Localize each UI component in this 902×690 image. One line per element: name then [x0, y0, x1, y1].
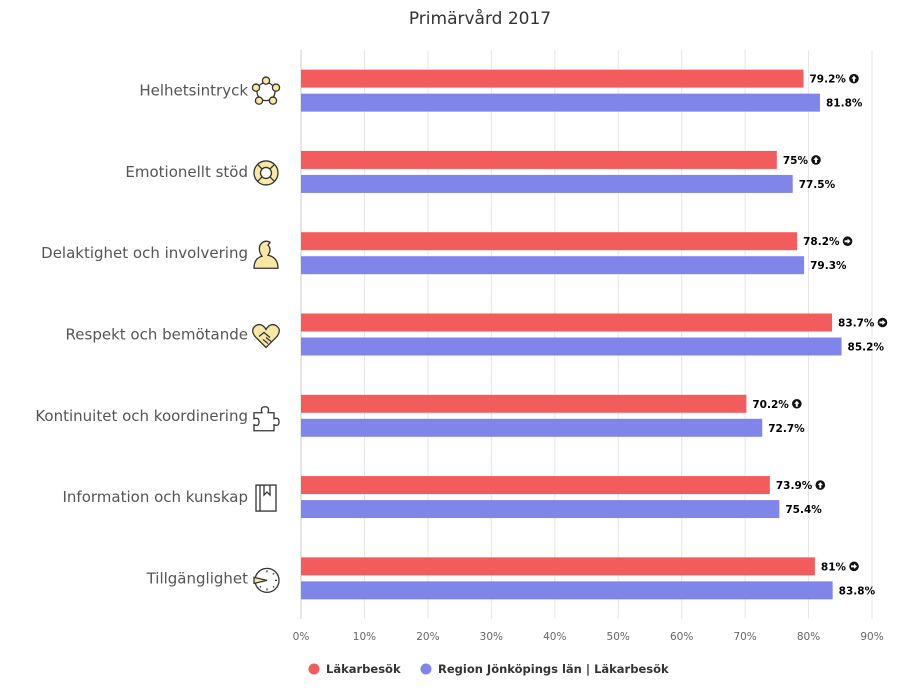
- arrow-up-icon: [815, 480, 826, 490]
- x-tick-label: 10%: [353, 631, 376, 643]
- legend-item-label[interactable]: Region Jönköpings län | Läkarbesök: [438, 662, 669, 676]
- x-tick-label: 90%: [860, 631, 883, 643]
- bar-region[interactable]: [301, 337, 842, 356]
- legend-marker[interactable]: [420, 663, 432, 675]
- arrow-right-icon: [849, 561, 859, 572]
- x-tick-label: 20%: [416, 631, 439, 643]
- bar-lakarbesok[interactable]: [301, 313, 833, 332]
- arrow-up-icon: [849, 73, 859, 84]
- category-label: Information och kunskap: [63, 488, 249, 506]
- lifebuoy-icon: [253, 160, 279, 186]
- data-label: 83.7%: [838, 318, 875, 330]
- x-tick-label: 70%: [733, 631, 756, 643]
- bar-region[interactable]: [301, 500, 780, 519]
- data-label: 79.3%: [810, 260, 847, 272]
- category-label: Helhetsintryck: [139, 82, 248, 100]
- data-label: 81%: [821, 561, 847, 573]
- category-label: Respekt och bemötande: [66, 326, 248, 344]
- data-label: 75%: [783, 155, 809, 167]
- x-tick-label: 0%: [293, 631, 310, 643]
- bars: 79.2% 81.8% 75% 77.5% 78.2% 79.3% 83.7% 85.2% 70…: [301, 69, 888, 600]
- data-label: 75.4%: [785, 504, 822, 516]
- x-tick-label: 50%: [607, 631, 630, 643]
- arrow-right-icon: [842, 236, 853, 247]
- legend-marker[interactable]: [308, 663, 320, 675]
- data-label: 77.5%: [799, 179, 836, 191]
- data-label: 83.8%: [839, 585, 876, 597]
- people-circle-icon: [251, 76, 281, 105]
- x-tick-label: 40%: [543, 631, 566, 643]
- bar-region[interactable]: [301, 418, 763, 437]
- bar-lakarbesok[interactable]: [301, 476, 770, 495]
- person-icon: [253, 240, 279, 269]
- category-label: Delaktighet och involvering: [41, 244, 248, 262]
- data-label: 70.2%: [752, 399, 789, 411]
- data-label: 85.2%: [848, 342, 885, 354]
- grid-lines: [300, 50, 873, 619]
- book-icon: [255, 484, 277, 512]
- arrow-right-icon: [877, 317, 888, 328]
- puzzle-icon: [253, 406, 280, 432]
- arrow-up-icon: [792, 398, 802, 409]
- bar-lakarbesok[interactable]: [301, 150, 777, 169]
- x-tick-label: 80%: [797, 631, 820, 643]
- legend[interactable]: Läkarbesök Region Jönköpings län | Läkarb…: [308, 662, 670, 676]
- bar-lakarbesok[interactable]: [301, 69, 804, 88]
- bar-lakarbesok[interactable]: [301, 232, 798, 251]
- bar-region[interactable]: [301, 174, 793, 193]
- bar-region[interactable]: [301, 93, 820, 112]
- bar-region[interactable]: [301, 581, 833, 600]
- bar-lakarbesok[interactable]: [301, 394, 747, 413]
- category-label: Emotionellt stöd: [125, 163, 248, 181]
- bar-lakarbesok[interactable]: [301, 557, 815, 576]
- chart-title: Primärvård 2017: [409, 8, 551, 29]
- x-tick-label: 60%: [670, 631, 693, 643]
- data-label: 81.8%: [826, 98, 863, 110]
- category-labels: Helhetsintryck Emotionellt stöd Delaktighe…: [35, 76, 281, 594]
- heart-handshake-icon: [252, 323, 280, 349]
- arrow-up-icon: [811, 155, 821, 165]
- data-label: 72.7%: [768, 423, 805, 435]
- data-label: 79.2%: [809, 74, 846, 86]
- category-label: Kontinuitet och koordinering: [35, 407, 248, 425]
- data-label: 78.2%: [803, 236, 840, 248]
- legend-item-label[interactable]: Läkarbesök: [326, 662, 401, 676]
- category-label: Tillgänglighet: [146, 569, 249, 587]
- x-tick-label: 30%: [480, 631, 503, 643]
- clock-icon: [253, 567, 280, 594]
- x-axis-ticks: 0% 10% 20% 30% 40% 50% 60% 70% 80% 90%: [293, 631, 884, 643]
- bar-region[interactable]: [301, 256, 805, 275]
- data-label: 73.9%: [776, 480, 813, 492]
